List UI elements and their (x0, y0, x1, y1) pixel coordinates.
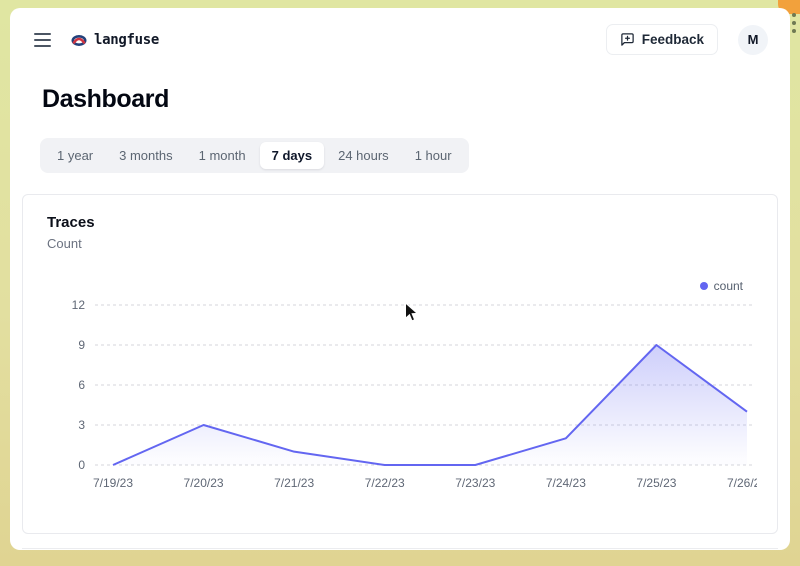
x-axis-tick: 7/22/23 (365, 476, 405, 490)
app-window: langfuse Feedback M Dashboard 1 year 3 mo… (10, 8, 790, 550)
legend-dot (699, 282, 708, 290)
card-title: Traces (47, 214, 95, 231)
brand[interactable]: langfuse (71, 32, 159, 48)
feedback-label: Feedback (641, 32, 704, 47)
y-axis-tick: 3 (78, 418, 85, 432)
series-line-count (112, 344, 748, 466)
feedback-button[interactable]: Feedback (605, 24, 718, 55)
x-axis-tick: 7/20/23 (184, 476, 224, 490)
x-axis-tick: 7/26/23 (727, 476, 757, 490)
area-fill-count (113, 345, 747, 465)
x-axis-tick: 7/23/23 (455, 476, 495, 490)
next-card-partial (22, 548, 778, 550)
y-axis-tick: 6 (78, 378, 85, 392)
menu-button[interactable] (32, 29, 53, 51)
avatar[interactable]: M (738, 24, 768, 55)
y-axis-tick: 9 (78, 338, 85, 352)
langfuse-logo-icon (71, 34, 87, 46)
brand-name: langfuse (94, 31, 160, 48)
y-axis-tick: 12 (72, 298, 86, 312)
tab-1-hour[interactable]: 1 hour (403, 142, 464, 169)
x-axis-tick: 7/21/23 (274, 476, 314, 490)
chart-content: 0 3 6 9 12 7/19/23 7/20/23 7/21/23 7/22/23 7/23/2… (72, 298, 757, 490)
frame-dots (791, 13, 797, 37)
tab-7-days[interactable]: 7 days (259, 142, 325, 169)
tab-1-month[interactable]: 1 month (187, 142, 258, 169)
card-subtitle: Count (47, 236, 82, 251)
page-title: Dashboard (42, 85, 169, 113)
legend-label: count (713, 279, 743, 293)
card-head: Traces Count (47, 214, 753, 251)
x-axis-tick: 7/25/23 (636, 476, 676, 490)
tab-24-hours[interactable]: 24 hours (326, 142, 401, 169)
traces-card: Traces Count count 0 3 6 9 12 7/19/23 7/20/23 7… (22, 194, 778, 534)
y-axis-tick: 0 (78, 458, 85, 472)
tab-3-months[interactable]: 3 months (107, 142, 184, 169)
x-axis-tick: 7/19/23 (93, 476, 133, 490)
tab-1-year[interactable]: 1 year (45, 142, 105, 169)
chart-legend: count (47, 279, 753, 293)
x-axis-tick: 7/24/23 (546, 476, 586, 490)
app-header: langfuse Feedback M (10, 8, 790, 55)
time-range-tabs: 1 year 3 months 1 month 7 days 24 hours 1 hou… (40, 138, 469, 173)
mouse-cursor (405, 302, 419, 322)
avatar-initial: M (747, 32, 759, 47)
traces-chart[interactable]: 0 3 6 9 12 7/19/23 7/20/23 7/21/23 7/22/23 7/23/2… (47, 295, 757, 507)
message-square-plus-icon (620, 33, 634, 46)
